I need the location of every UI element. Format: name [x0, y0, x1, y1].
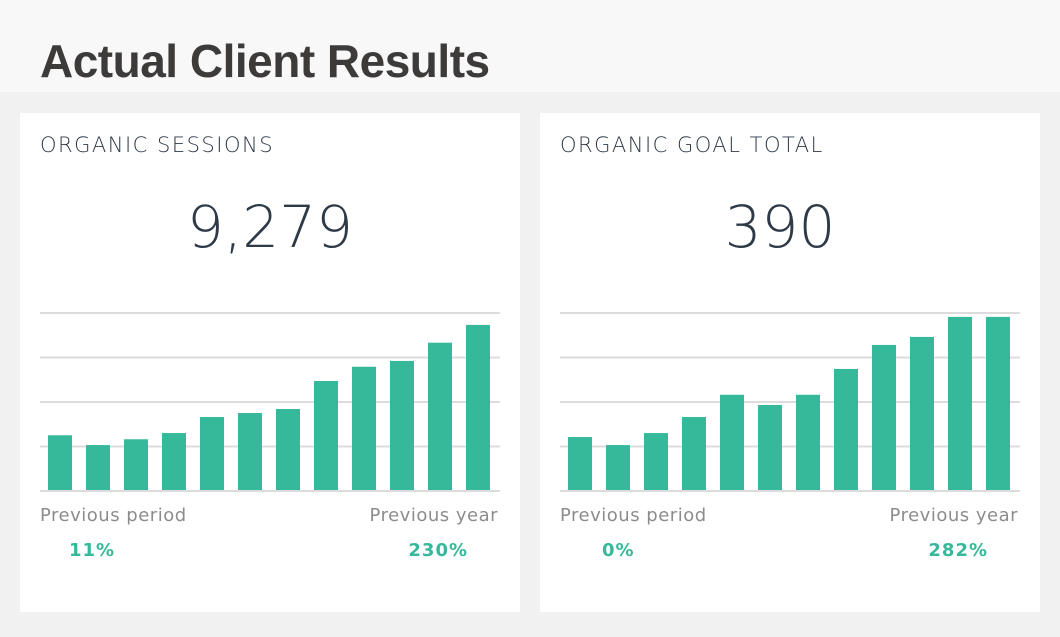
organic-goal-total-card: ORGANIC GOAL TOTAL 390 Previous period P…: [540, 113, 1040, 612]
organic-sessions-card: ORGANIC SESSIONS 9,279 Previous period P…: [20, 113, 520, 612]
bar-11: [948, 316, 972, 490]
sessions-bar-chart: [40, 312, 500, 492]
previous-year-change: 230%: [408, 540, 468, 561]
bar-6: [758, 405, 782, 490]
card-title: ORGANIC SESSIONS: [40, 133, 275, 157]
bar-10: [390, 360, 414, 490]
bar-3: [644, 433, 668, 490]
bar-3: [124, 439, 148, 490]
card-title: ORGANIC GOAL TOTAL: [560, 133, 824, 157]
bar-1: [568, 437, 592, 490]
metric-value: 9,279: [186, 193, 354, 261]
bar-7: [276, 409, 300, 490]
bar-9: [352, 366, 376, 490]
bar-12: [986, 316, 1010, 490]
bar-1: [48, 435, 72, 490]
previous-year-change: 282%: [928, 540, 988, 561]
bar-8: [834, 368, 858, 490]
bar-6: [238, 413, 262, 490]
bar-11: [428, 342, 452, 490]
previous-year-label: Previous year: [889, 505, 1018, 526]
bar-5: [720, 394, 744, 490]
bar-12: [466, 324, 490, 490]
metric-value: 390: [724, 193, 836, 261]
previous-period-label: Previous period: [40, 505, 187, 526]
bar-10: [910, 336, 934, 490]
bar-7: [796, 394, 820, 490]
page-title: Actual Client Results: [40, 35, 490, 87]
previous-period-label: Previous period: [560, 505, 707, 526]
bar-4: [682, 417, 706, 490]
previous-period-change: 11%: [69, 540, 116, 561]
bar-8: [314, 380, 338, 490]
bar-5: [200, 417, 224, 490]
bar-9: [872, 344, 896, 490]
previous-year-label: Previous year: [369, 505, 498, 526]
bar-4: [162, 433, 186, 490]
goals-bar-chart: [560, 312, 1020, 492]
bar-2: [86, 445, 110, 490]
header: Actual Client Results: [0, 0, 1060, 92]
previous-period-change: 0%: [602, 540, 635, 561]
bar-2: [606, 445, 630, 490]
